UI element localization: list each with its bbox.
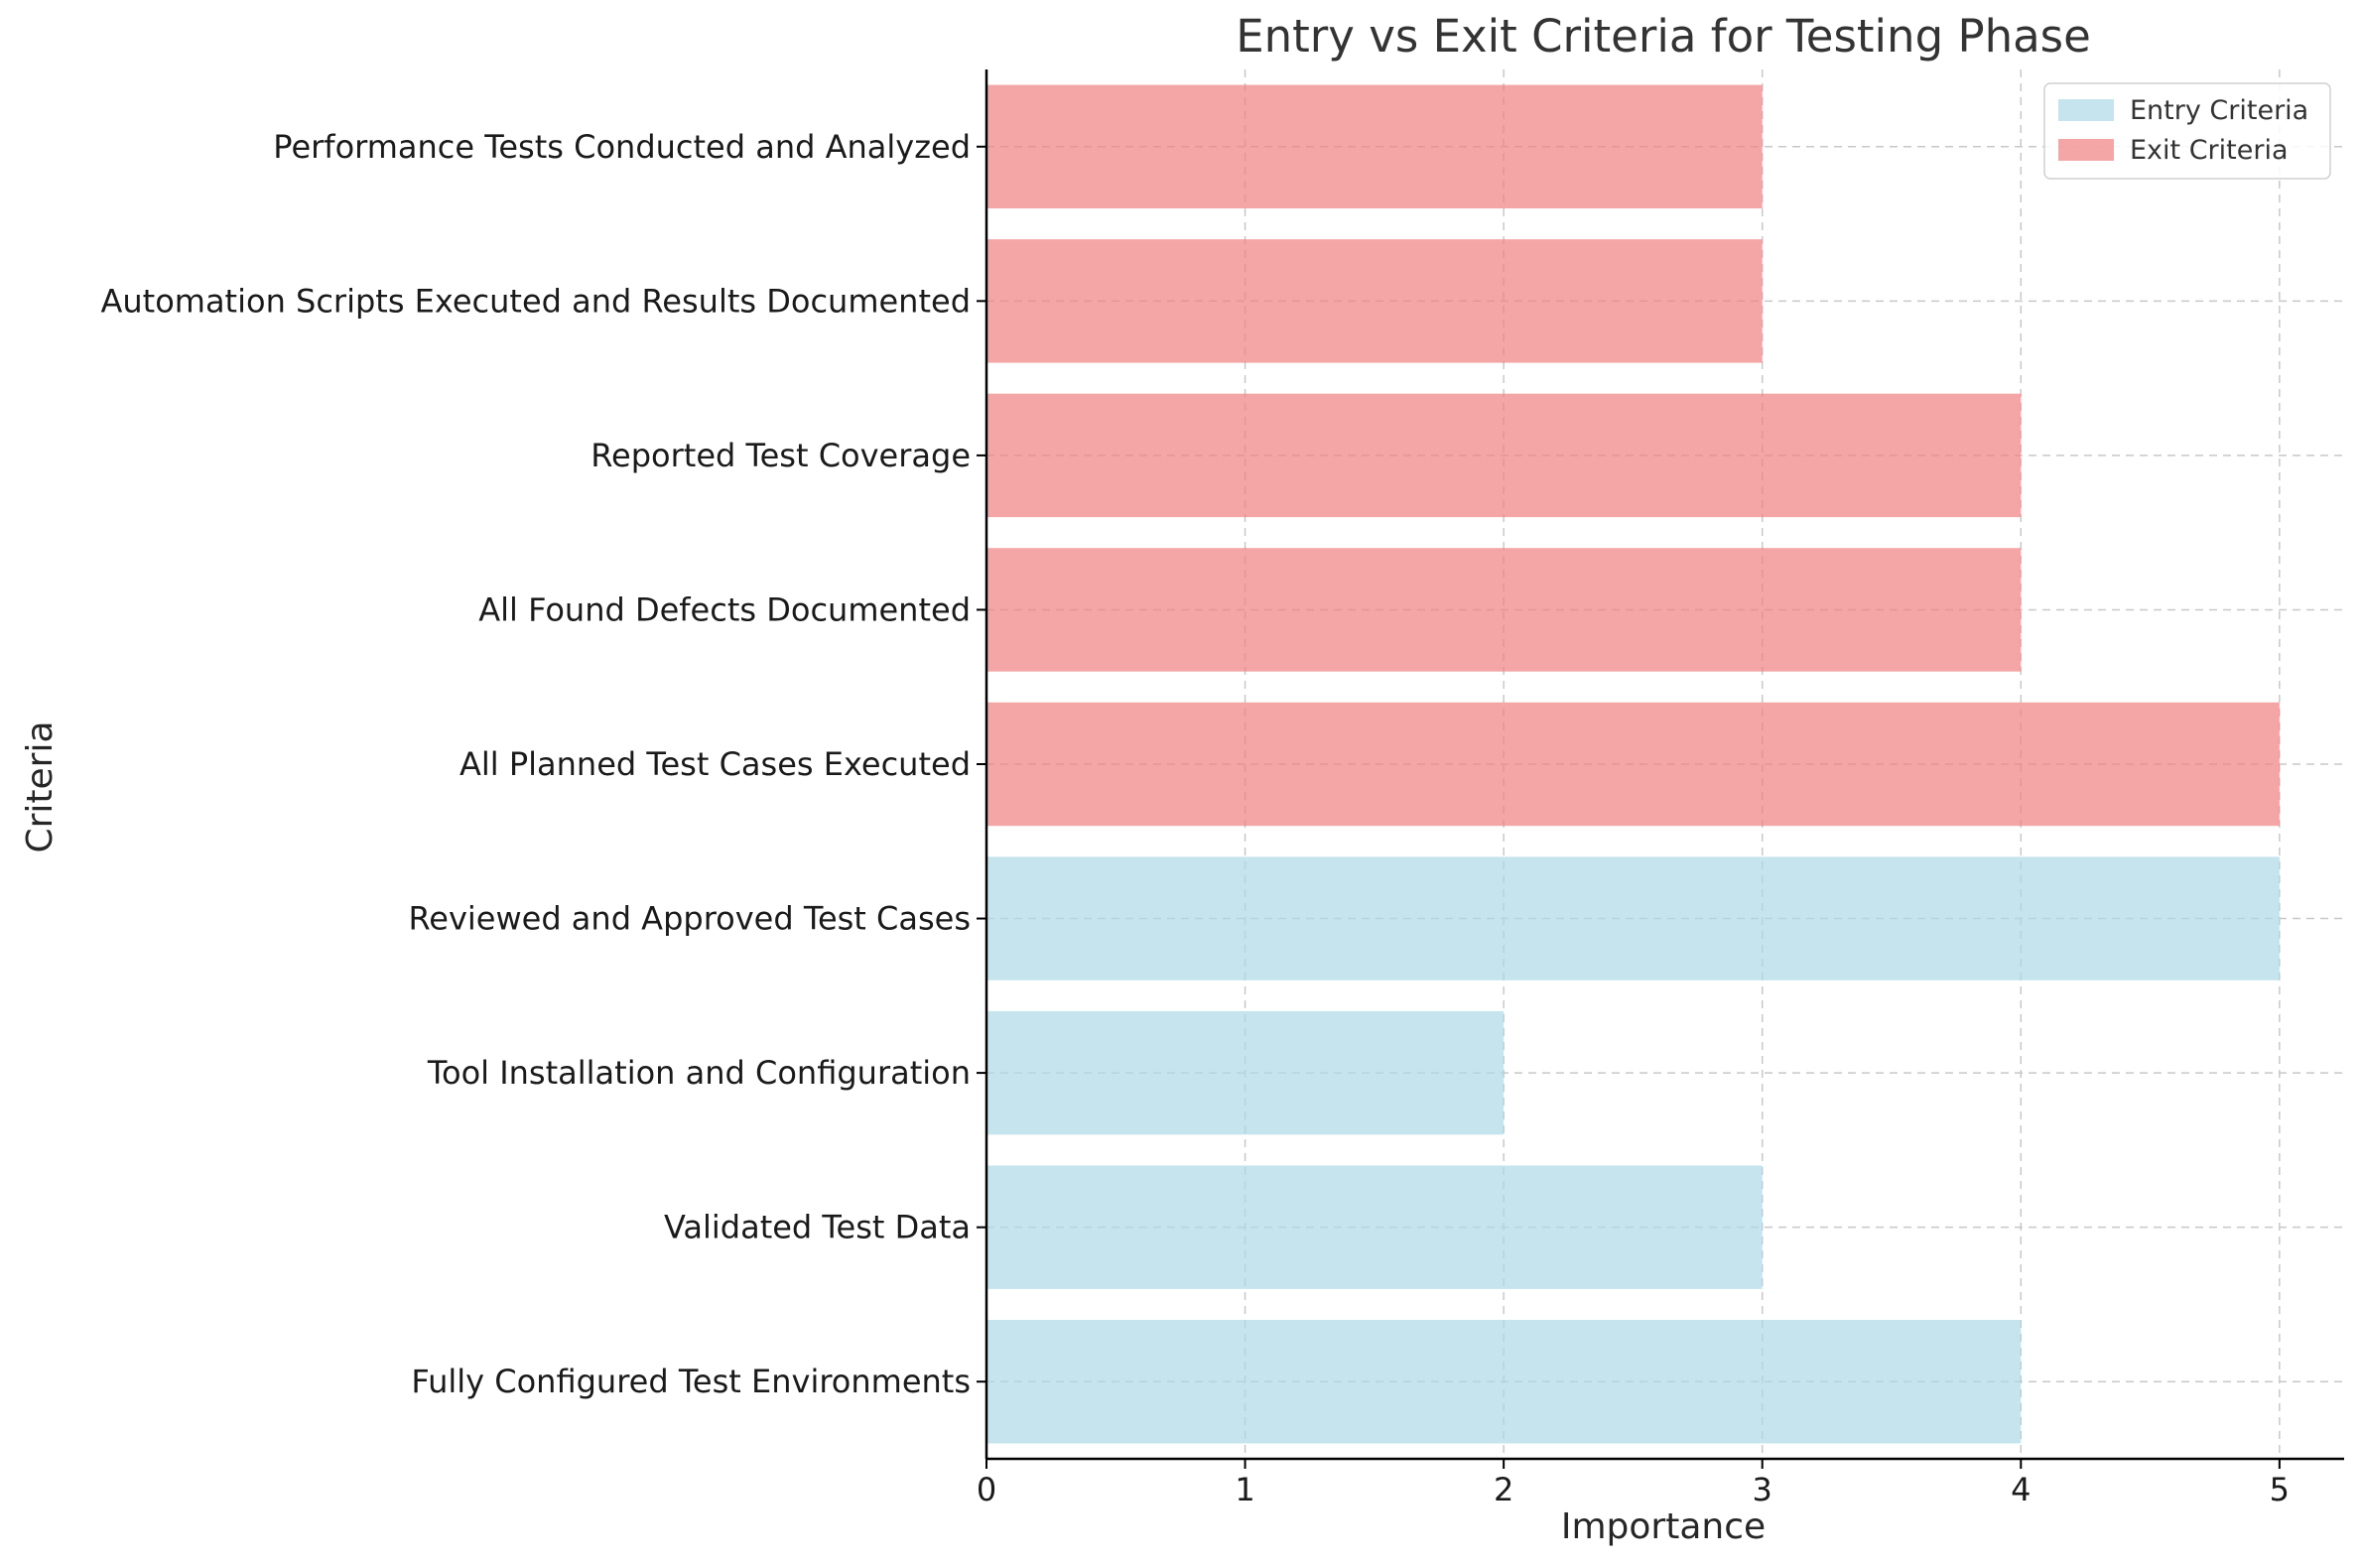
legend-label-entry: Entry Criteria <box>2130 95 2308 126</box>
x-tick-label-5: 5 <box>2270 1471 2290 1508</box>
bar-exit-6 <box>986 393 2022 518</box>
y-tick-label-0: Fully Configured Test Environments <box>411 1363 971 1400</box>
y-tick-label-5: All Found Defects Documented <box>478 590 971 628</box>
legend-swatch-exit <box>2058 139 2114 161</box>
y-tick-label-7: Automation Scripts Executed and Results … <box>100 282 971 320</box>
bar-exit-5 <box>986 548 2022 672</box>
legend-frame <box>2043 82 2331 180</box>
x-axis-label: Importance <box>1561 1506 1766 1547</box>
bar-entry-2 <box>986 1010 1505 1135</box>
y-tick-label-4: All Planned Test Cases Executed <box>459 745 971 783</box>
y-tick-label-6: Reported Test Coverage <box>590 437 971 474</box>
y-tick-label-8: Performance Tests Conducted and Analyzed <box>273 128 971 166</box>
legend-label-exit: Exit Criteria <box>2130 135 2289 166</box>
bar-entry-3 <box>986 856 2280 980</box>
bar-exit-4 <box>986 702 2280 827</box>
y-ticks: Fully Configured Test Environments Valida… <box>100 128 986 1400</box>
chart-title: Entry vs Exit Criteria for Testing Phase <box>1236 10 2091 63</box>
bar-exit-7 <box>986 239 1763 363</box>
legend-swatch-entry <box>2058 99 2114 121</box>
y-axis-label: Criteria <box>20 720 61 852</box>
bar-entry-1 <box>986 1165 1763 1289</box>
y-tick-label-2: Tool Installation and Configuration <box>427 1054 971 1092</box>
legend: Entry Criteria Exit Criteria <box>2043 82 2331 180</box>
x-tick-label-1: 1 <box>1235 1471 1254 1508</box>
y-tick-label-1: Validated Test Data <box>664 1209 971 1246</box>
x-tick-label-4: 4 <box>2011 1471 2031 1508</box>
x-tick-label-2: 2 <box>1494 1471 1513 1508</box>
bars-layer <box>986 84 2280 1444</box>
bar-exit-8 <box>986 84 1763 208</box>
x-ticks: 0 1 2 3 4 5 <box>977 1459 2290 1508</box>
x-tick-label-3: 3 <box>1753 1471 1772 1508</box>
bar-entry-0 <box>986 1320 2022 1444</box>
y-tick-label-3: Reviewed and Approved Test Cases <box>408 900 971 938</box>
x-tick-label-0: 0 <box>977 1471 996 1508</box>
